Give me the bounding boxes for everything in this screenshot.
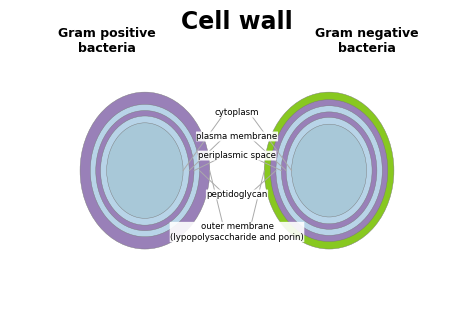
Ellipse shape bbox=[264, 92, 394, 249]
Ellipse shape bbox=[282, 112, 377, 229]
Text: Gram negative
bacteria: Gram negative bacteria bbox=[315, 27, 419, 55]
Ellipse shape bbox=[107, 123, 183, 218]
Text: Cell wall: Cell wall bbox=[181, 10, 293, 34]
Text: VectorStock: VectorStock bbox=[9, 305, 76, 315]
Ellipse shape bbox=[292, 124, 367, 217]
Ellipse shape bbox=[276, 106, 383, 235]
Ellipse shape bbox=[96, 111, 194, 230]
Text: peptidoglycan: peptidoglycan bbox=[206, 190, 268, 199]
Text: outer membrane
(lypopolysaccharide and porin): outer membrane (lypopolysaccharide and p… bbox=[170, 222, 304, 242]
Text: cytoplasm: cytoplasm bbox=[215, 108, 259, 117]
Text: Gram positive
bacteria: Gram positive bacteria bbox=[58, 27, 156, 55]
Text: plasma membrane: plasma membrane bbox=[196, 132, 278, 141]
Ellipse shape bbox=[100, 116, 189, 225]
Ellipse shape bbox=[80, 92, 210, 249]
Ellipse shape bbox=[286, 117, 372, 224]
Text: periplasmic space: periplasmic space bbox=[198, 151, 276, 160]
Ellipse shape bbox=[91, 104, 200, 237]
Ellipse shape bbox=[271, 100, 388, 242]
Text: VectorStock.com/23107941: VectorStock.com/23107941 bbox=[349, 305, 465, 314]
